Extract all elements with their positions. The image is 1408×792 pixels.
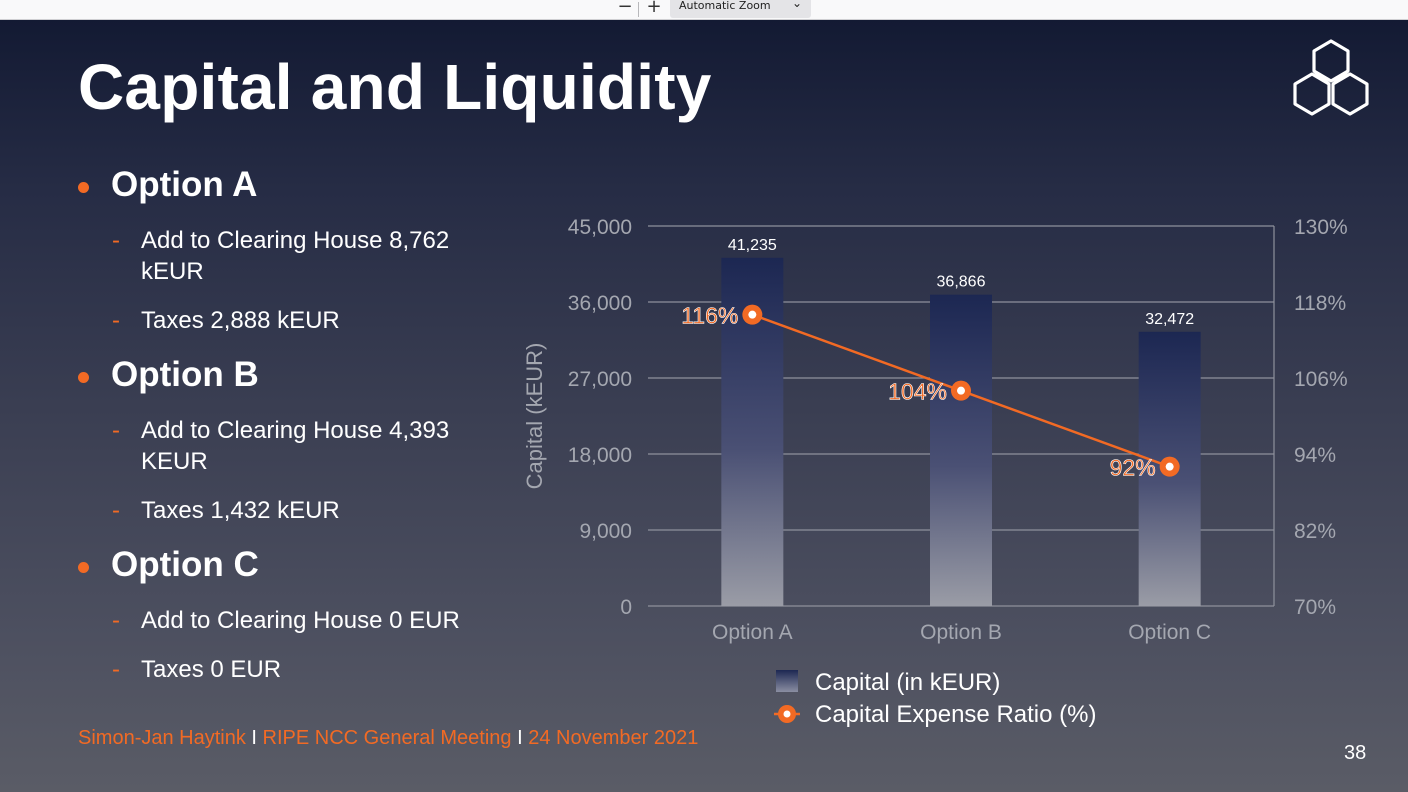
zoom-select-value: Automatic Zoom (679, 0, 771, 12)
footer: Simon-Jan Haytink I RIPE NCC General Mee… (78, 727, 698, 750)
bullet-dot-icon (78, 562, 89, 573)
y-axis-title: Capital (kEUR) (522, 343, 547, 490)
ratio-value-label: 92% (1110, 455, 1156, 481)
footer-author: Simon-Jan Haytink (78, 727, 246, 749)
ratio-point-center (1165, 462, 1174, 471)
sub-bullet-text: kEUR (141, 258, 204, 285)
slide: Capital and Liquidity Option A - Add to … (0, 20, 1408, 792)
legend-ratio-label: Capital Expense Ratio (%) (815, 701, 1096, 728)
ripe-ncc-logo-icon (1293, 39, 1369, 116)
x-tick-label: Option C (1128, 621, 1211, 644)
bar-value-label: 32,472 (1145, 311, 1194, 328)
y2-tick-label: 130% (1294, 216, 1348, 239)
zoom-in-button[interactable]: + (646, 0, 662, 17)
y2-tick-label: 70% (1294, 596, 1336, 619)
ratio-point-center (957, 386, 965, 395)
sub-bullet-text: Taxes 2,888 kEUR (141, 307, 340, 334)
y2-tick-label: 82% (1294, 520, 1336, 543)
ratio-point-center (748, 310, 757, 319)
y2-tick-label: 118% (1294, 292, 1346, 315)
sub-bullet-text: Add to Clearing House 4,393 (141, 417, 450, 444)
bullet-heading: Option B (111, 355, 259, 394)
dash-icon: - (112, 227, 120, 254)
y-tick-label: 45,000 (568, 216, 632, 239)
bullet-heading: Option C (111, 545, 259, 584)
y-tick-label: 0 (620, 596, 632, 619)
sub-bullet-text: Taxes 1,432 kEUR (141, 497, 340, 524)
sub-bullet-text: Add to Clearing House 8,762 (141, 227, 450, 254)
sub-bullet-text: Taxes 0 EUR (141, 656, 282, 683)
x-tick-label: Option A (712, 621, 793, 644)
bar (930, 294, 992, 606)
zoom-select[interactable]: Automatic Zoom ⌄ (670, 0, 811, 18)
bar-value-label: 41,235 (728, 237, 777, 254)
y-tick-label: 36,000 (568, 292, 632, 315)
page-number: 38 (1344, 742, 1367, 764)
footer-date: 24 November 2021 (528, 727, 699, 749)
legend-capital-swatch (776, 670, 798, 692)
dash-icon: - (112, 417, 120, 444)
y-tick-label: 9,000 (579, 520, 632, 543)
dash-icon: - (112, 497, 120, 524)
ratio-value-label: 116% (681, 303, 738, 329)
y-tick-label: 27,000 (568, 368, 632, 391)
ratio-value-label: 104% (888, 379, 947, 405)
y2-tick-label: 106% (1294, 368, 1348, 391)
sub-bullet-text: KEUR (141, 448, 208, 475)
y2-tick-label: 94% (1294, 444, 1336, 467)
legend-capital-label: Capital (in kEUR) (815, 669, 1000, 696)
footer-event: RIPE NCC General Meeting (262, 727, 512, 749)
chevron-down-icon: ⌄ (791, 0, 802, 10)
capital-chart: 0 70% 9,000 82% 18,000 94% 27,000 106% 36,000 118… (522, 216, 1348, 728)
viewer-toolbar: − + Automatic Zoom ⌄ (0, 0, 1408, 20)
sub-bullet-text: Add to Clearing House 0 EUR (141, 607, 460, 634)
y-tick-label: 18,000 (568, 444, 632, 467)
bullet-dot-icon (78, 182, 89, 193)
bar-value-label: 36,866 (937, 274, 986, 291)
bullet-dot-icon (78, 372, 89, 383)
dash-icon: - (112, 607, 120, 634)
x-tick-label: Option B (920, 621, 1002, 644)
legend-ratio-marker-center (783, 710, 791, 718)
footer-separator: I (517, 727, 523, 749)
footer-separator: I (251, 727, 257, 749)
zoom-out-button[interactable]: − (617, 0, 633, 17)
slide-title: Capital and Liquidity (78, 51, 712, 123)
dash-icon: - (112, 656, 120, 683)
dash-icon: - (112, 307, 120, 334)
toolbar-divider (638, 2, 639, 17)
bullet-heading: Option A (111, 165, 258, 204)
